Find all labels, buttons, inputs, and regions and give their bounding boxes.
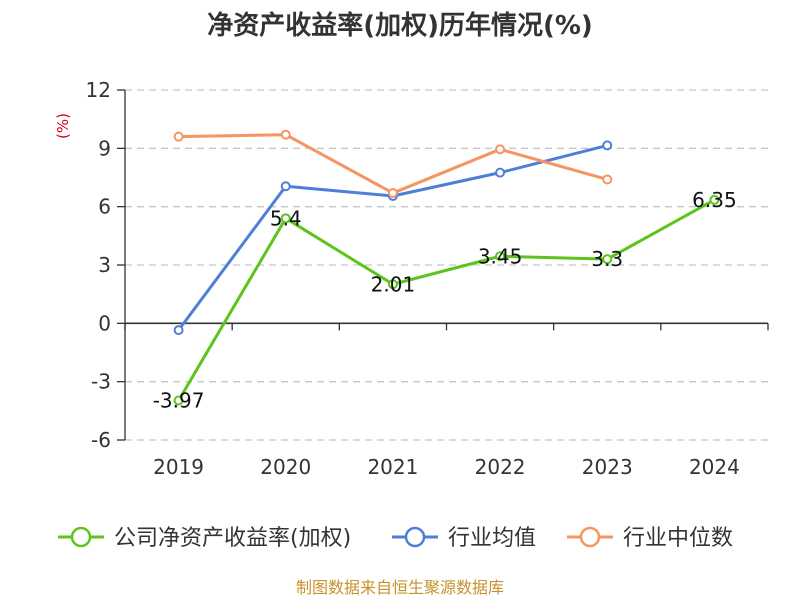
data-point[interactable] (173, 131, 184, 142)
series-line (178, 133, 608, 195)
series-line (177, 143, 608, 332)
y-tick-label: 9 (98, 136, 111, 160)
data-point[interactable] (387, 188, 398, 199)
legend-item[interactable]: 公司净资产收益率(加权) (58, 526, 351, 551)
data-label: 3.3 (591, 247, 623, 271)
source-note: 制图数据来自恒生聚源数据库 (296, 578, 504, 597)
x-tick-label: 2022 (475, 455, 526, 479)
data-point[interactable] (387, 279, 398, 290)
data-labels: -3.97 5.4 2.01 3.45 3.3 6.35 (153, 188, 737, 413)
data-point[interactable] (602, 254, 613, 265)
legend-label: 公司净资产收益率(加权) (114, 526, 351, 551)
chart-title: 净资产收益率(加权)历年情况(%) (207, 10, 593, 41)
data-point[interactable] (173, 325, 184, 336)
grid-lines (125, 89, 768, 441)
data-point[interactable] (173, 395, 184, 406)
data-point[interactable] (709, 194, 720, 205)
data-point[interactable] (602, 174, 613, 185)
data-point[interactable] (495, 167, 506, 178)
x-tick-label: 2020 (260, 455, 311, 479)
data-point[interactable] (495, 251, 506, 262)
x-tick-label: 2024 (689, 455, 740, 479)
data-point[interactable] (280, 129, 291, 140)
legend-item[interactable]: 行业中位数 (567, 526, 733, 551)
y-tick-label: 0 (98, 311, 111, 335)
data-point[interactable] (602, 140, 613, 151)
y-tick-label: 12 (86, 78, 111, 102)
series-lines (173, 129, 720, 406)
data-label: 2.01 (371, 272, 416, 296)
x-tick-label: 2021 (367, 455, 418, 479)
legend-label: 行业中位数 (623, 526, 733, 551)
data-label: -3.97 (153, 389, 205, 413)
data-point[interactable] (280, 181, 291, 192)
y-tick-label: -6 (91, 428, 111, 452)
x-tick-label: 2023 (582, 455, 633, 479)
legend-item[interactable]: 行业均值 (392, 526, 536, 551)
legend-marker (70, 526, 92, 548)
series-line (177, 198, 716, 402)
y-tick-label: -3 (91, 370, 111, 394)
axes: 12 9 6 3 0 -3 -6 2019 2020 2021 2022 2023 2024 (86, 78, 769, 479)
data-point[interactable] (495, 144, 506, 155)
legend-marker (579, 526, 601, 548)
data-label: 3.45 (478, 244, 523, 268)
y-axis-unit: (%) (54, 113, 72, 139)
x-tick-label: 2019 (153, 455, 204, 479)
legend-marker (404, 526, 426, 548)
legend-label: 行业均值 (448, 526, 536, 551)
legend[interactable]: 公司净资产收益率(加权) 行业均值 行业中位数 (58, 526, 733, 551)
y-tick-label: 3 (98, 253, 111, 277)
data-label: 6.35 (692, 188, 737, 212)
y-tick-label: 6 (98, 195, 111, 219)
data-label: 5.4 (270, 206, 302, 230)
data-point[interactable] (280, 213, 291, 224)
